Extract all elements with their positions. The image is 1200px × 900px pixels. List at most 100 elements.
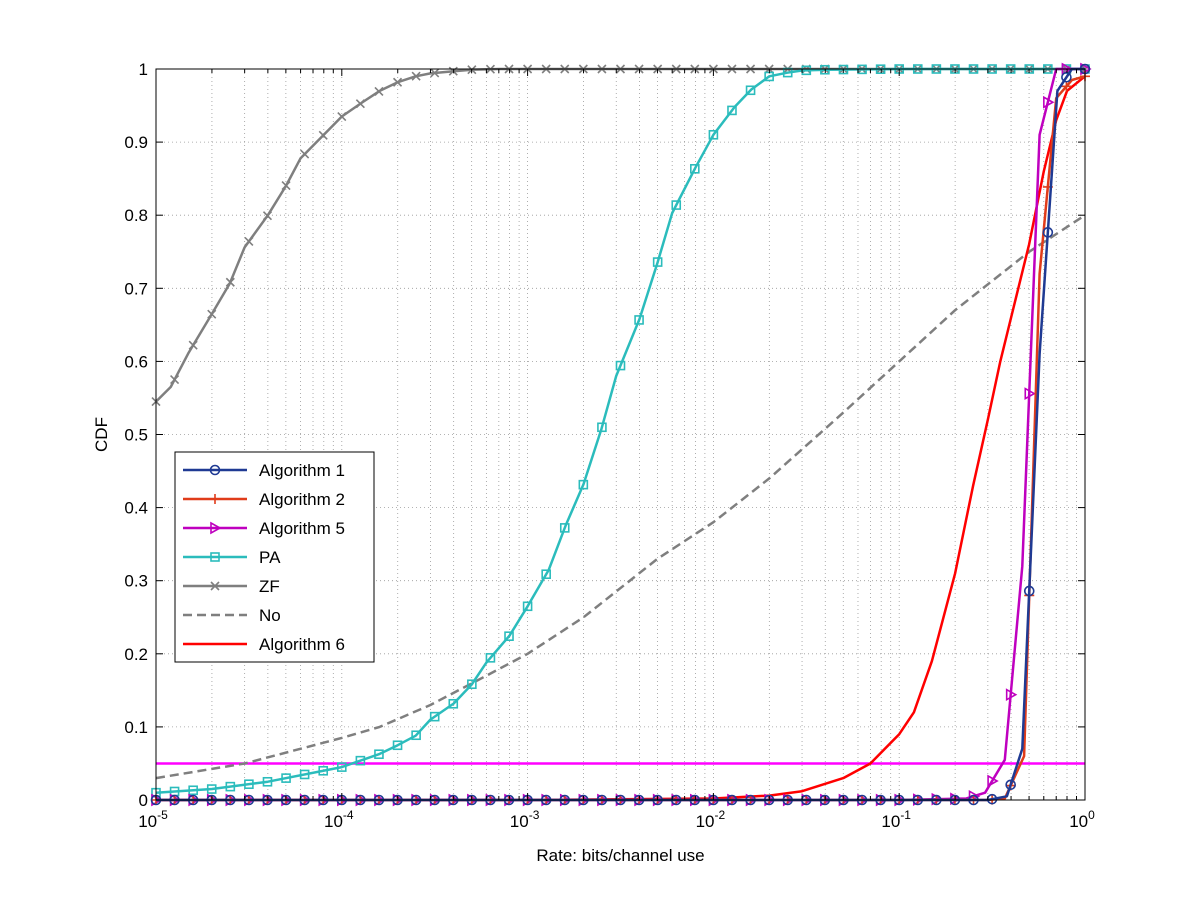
data-point xyxy=(225,781,236,792)
x-tick-label: 10-2 xyxy=(696,808,726,831)
data-point xyxy=(411,730,421,741)
series-line xyxy=(155,67,1085,794)
x-tick-label: 10-5 xyxy=(138,808,168,831)
y-axis-label: CDF xyxy=(92,417,111,452)
data-point xyxy=(210,581,220,591)
legend-entry: No xyxy=(183,606,281,625)
series-line xyxy=(156,75,1086,802)
data-point xyxy=(318,130,328,140)
data-point xyxy=(262,211,273,221)
data-point xyxy=(429,711,440,722)
data-point xyxy=(392,77,403,87)
series-line xyxy=(155,214,1086,780)
series-line xyxy=(155,67,1085,403)
legend-entry: Algorithm 2 xyxy=(183,490,345,509)
data-point xyxy=(430,68,440,78)
data-point xyxy=(262,776,273,787)
legend-label: Algorithm 5 xyxy=(259,519,345,538)
legend-entry: Algorithm 1 xyxy=(183,461,345,480)
legend-entry: ZF xyxy=(183,577,280,596)
data-point xyxy=(448,698,459,709)
y-tick-label: 0.4 xyxy=(124,499,148,518)
legend-label: No xyxy=(259,606,281,625)
data-point xyxy=(411,71,421,81)
data-point xyxy=(355,99,365,109)
data-point xyxy=(299,769,310,780)
data-point xyxy=(336,762,347,772)
data-point xyxy=(671,200,682,210)
data-point xyxy=(188,340,198,350)
legend-entry: Algorithm 6 xyxy=(183,635,345,654)
grid-lines xyxy=(156,69,1085,800)
data-point xyxy=(1023,585,1035,597)
data-point xyxy=(170,375,180,385)
data-point xyxy=(745,85,756,96)
data-point xyxy=(225,277,235,287)
y-tick-label: 0 xyxy=(139,791,148,810)
data-point xyxy=(708,129,719,140)
axes: 0 0.1 0.2 0.3 0.4 0.5 0.6 0.7 0.8 0.9 1 10-5 10-4 10-… xyxy=(124,60,1095,831)
data-point xyxy=(634,315,644,325)
y-tick-label: 0.9 xyxy=(124,133,148,152)
legend-label: Algorithm 2 xyxy=(259,490,345,509)
y-tick-label: 0.8 xyxy=(124,206,148,225)
legend-label: PA xyxy=(259,548,281,567)
data-point xyxy=(652,257,663,267)
y-tick-label: 0.7 xyxy=(124,279,148,298)
data-point xyxy=(207,309,217,319)
data-point xyxy=(337,111,347,122)
legend-label: Algorithm 1 xyxy=(259,461,345,480)
data-point xyxy=(281,773,291,783)
data-point xyxy=(244,236,254,247)
data-point xyxy=(838,64,849,75)
series-group xyxy=(156,75,1086,802)
legend-entry: PA xyxy=(183,548,281,567)
y-tick-label: 0.3 xyxy=(124,572,148,591)
series-group xyxy=(155,214,1086,780)
data-point xyxy=(541,569,551,580)
data-point xyxy=(522,601,533,612)
data-point xyxy=(1005,688,1018,702)
data-point xyxy=(281,181,291,191)
y-tick-label: 0.1 xyxy=(124,718,148,737)
data-point xyxy=(504,631,514,641)
data-point xyxy=(244,779,254,790)
data-point xyxy=(355,755,366,766)
data-point xyxy=(467,679,477,690)
data-point xyxy=(820,64,830,75)
data-point xyxy=(210,521,222,535)
data-point xyxy=(615,360,626,371)
data-point xyxy=(1061,71,1072,83)
data-point xyxy=(727,105,737,116)
data-point xyxy=(597,422,607,433)
legend-label: ZF xyxy=(259,577,280,596)
x-tick-label: 10-1 xyxy=(881,808,911,831)
data-point xyxy=(578,479,589,490)
series-group xyxy=(151,64,1090,798)
data-point xyxy=(210,552,220,562)
y-tick-label: 0.2 xyxy=(124,645,148,664)
data-point xyxy=(318,765,329,776)
x-tick-label: 10-3 xyxy=(510,808,540,831)
legend-label: Algorithm 6 xyxy=(259,635,345,654)
data-point xyxy=(210,494,220,504)
y-tick-label: 0.6 xyxy=(124,352,148,371)
legend: Algorithm 1 Algorithm 2 Algorithm 5 PA ZF No A… xyxy=(174,451,375,663)
x-tick-label: 10-4 xyxy=(324,808,354,831)
data-point xyxy=(374,86,384,96)
x-tick-label: 100 xyxy=(1069,808,1095,831)
data-point xyxy=(987,774,999,788)
data-point xyxy=(206,784,217,794)
legend-entry: Algorithm 5 xyxy=(183,519,345,538)
data-point xyxy=(374,749,384,760)
series-line xyxy=(156,75,1086,802)
data-point xyxy=(1042,227,1054,238)
data-point xyxy=(300,149,310,159)
data-point xyxy=(1024,387,1036,400)
data-point xyxy=(209,464,221,476)
data-point xyxy=(559,523,570,533)
data-point xyxy=(1005,779,1016,791)
data-point xyxy=(485,653,496,663)
series-group xyxy=(151,71,1090,805)
x-axis-label: Rate: bits/channel use xyxy=(536,846,704,865)
